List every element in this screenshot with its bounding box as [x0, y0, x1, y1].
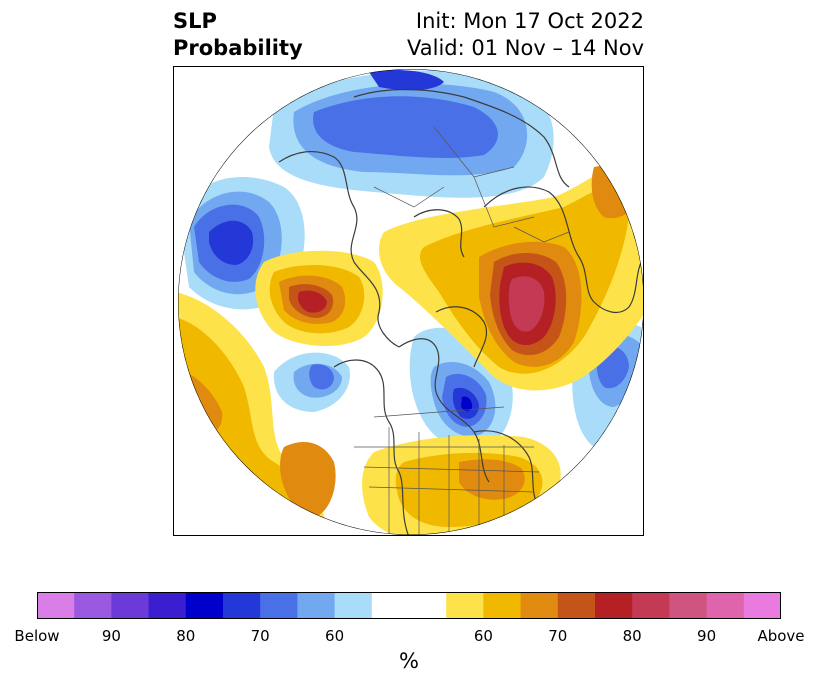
colorbar-above-segment-6 — [632, 592, 670, 619]
colorbar-below-segment-5 — [185, 592, 224, 619]
colorbar — [37, 592, 781, 619]
colorbar-below-segment-9 — [334, 592, 373, 619]
init-label: Init: Mon 17 Oct 2022 — [415, 9, 644, 33]
colorbar-below-segment-6 — [223, 592, 261, 619]
colorbar-above-segment-7 — [669, 592, 708, 619]
chart-title: SLP Probability — [173, 8, 303, 62]
colorbar-above-segment-4 — [557, 592, 596, 619]
colorbar-neutral-segment — [371, 592, 447, 619]
colorbar-tick-label: 60 — [325, 627, 345, 645]
colorbar-tick-label: 60 — [473, 627, 493, 645]
probability-map — [178, 69, 643, 535]
colorbar-above-segment-2 — [483, 592, 522, 619]
colorbar-tick-label: 70 — [548, 627, 568, 645]
colorbar-below-segment-4 — [148, 592, 187, 619]
below-region-arctic-russia — [269, 70, 554, 198]
colorbar-tick-label: Below — [14, 627, 60, 645]
colorbar-below-segment-3 — [111, 592, 150, 619]
colorbar-above-segment-5 — [595, 592, 633, 619]
below-region-canada-west — [273, 352, 350, 412]
above-region-greenland-atlantic — [379, 162, 643, 391]
colorbar-below-segment-1 — [37, 592, 75, 619]
colorbar-above-segment-9 — [743, 592, 781, 619]
colorbar-below-segment-8 — [297, 592, 336, 619]
above-region-southeast-us — [362, 435, 561, 535]
colorbar-units-label: % — [399, 649, 419, 673]
colorbar-above-segment-8 — [706, 592, 745, 619]
colorbar-tick-label: 80 — [176, 627, 196, 645]
colorbar-below-segment-7 — [260, 592, 298, 619]
colorbar-tick-labels: Below 90 80 70 60 60 70 80 90 Above — [0, 627, 819, 647]
colorbar-tick-label: 80 — [622, 627, 642, 645]
map-panel — [173, 66, 644, 536]
valid-label: Valid: 01 Nov – 14 Nov — [407, 36, 644, 60]
colorbar-tick-label: 70 — [250, 627, 270, 645]
colorbar-tick-label: Above — [757, 627, 805, 645]
colorbar-above-segment-1 — [446, 592, 484, 619]
colorbar-border — [37, 592, 781, 619]
colorbar-above-segment-3 — [520, 592, 559, 619]
political-borders — [354, 126, 570, 535]
product-label: Probability — [173, 36, 303, 60]
colorbar-tick-label: 90 — [697, 627, 717, 645]
run-info: Init: Mon 17 Oct 2022 Valid: 01 Nov – 14… — [407, 8, 644, 62]
above-region-gulf-of-alaska — [255, 250, 383, 347]
below-region-hudson-bay — [409, 327, 513, 450]
variable-label: SLP — [173, 9, 217, 33]
colorbar-below-segment-2 — [74, 592, 112, 619]
colorbar-tick-label: 90 — [101, 627, 121, 645]
